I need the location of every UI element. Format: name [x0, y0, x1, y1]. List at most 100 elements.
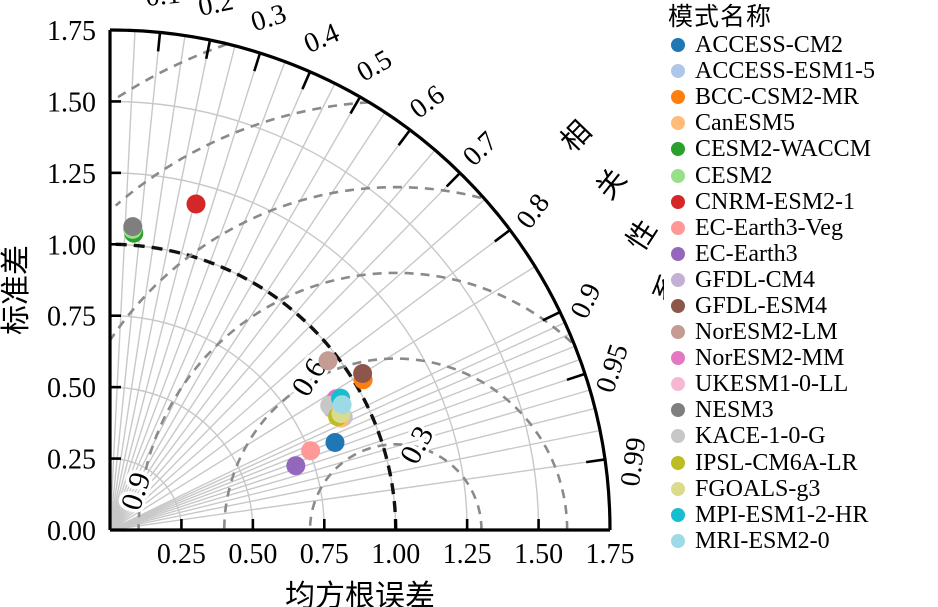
- y-tick-label: 0.00: [47, 516, 96, 547]
- legend-item[interactable]: ACCESS-ESM1-5: [664, 58, 938, 84]
- y-tick-label: 0.50: [47, 373, 96, 404]
- correlation-spoke: [109, 429, 601, 531]
- data-point[interactable]: [318, 351, 338, 371]
- legend-item-label: KACE-1-0-G: [695, 423, 826, 450]
- correlation-tick-label: 0.1: [144, 0, 182, 13]
- legend-item[interactable]: KACE-1-0-G: [664, 423, 938, 449]
- legend-swatch-icon: [671, 403, 685, 418]
- outer-arc: [109, 28, 612, 531]
- correlation-spoke: [109, 32, 161, 531]
- legend-item[interactable]: CESM2-WACCM: [664, 136, 938, 162]
- angular-axis-title-char: 相: [553, 114, 598, 158]
- correlation-tick: [397, 129, 412, 146]
- correlation-tick: [566, 372, 586, 382]
- legend-item-label: CESM2-WACCM: [695, 136, 872, 163]
- rmse-contour: [114, 101, 369, 207]
- data-point[interactable]: [332, 395, 352, 415]
- correlation-tick-label: 0.4: [299, 17, 343, 59]
- correlation-tick-label: 0.95: [590, 340, 635, 396]
- legend-item-label: CanESM5: [695, 110, 796, 137]
- legend-item[interactable]: CanESM5: [664, 110, 938, 136]
- legend-swatch-icon: [671, 142, 685, 157]
- legend-item-label: FGOALS-g3: [695, 475, 821, 502]
- correlation-spoke: [109, 45, 236, 531]
- legend-item[interactable]: MRI-ESM2-0: [664, 528, 938, 554]
- correlation-spoke: [109, 458, 606, 531]
- legend: 模式名称 ACCESS-CM2 ACCESS-ESM1-5 BCC-CSM2-MR C…: [664, 2, 938, 605]
- legend-item[interactable]: GFDL-ESM4: [664, 293, 938, 319]
- y-axis-title: 标准差: [0, 245, 34, 335]
- legend-item-label: NorESM2-MM: [695, 345, 845, 372]
- legend-item-label: NorESM2-LM: [695, 319, 838, 346]
- legend-item[interactable]: MPI-ESM1-2-HR: [664, 502, 938, 528]
- legend-swatch-icon: [671, 533, 685, 548]
- correlation-tick: [586, 458, 606, 464]
- legend-swatch-icon: [671, 116, 685, 131]
- correlation-tick: [253, 52, 262, 72]
- correlation-tick-label: 0.2: [196, 0, 236, 23]
- legend-item[interactable]: GFDL-CM4: [664, 267, 938, 293]
- data-point[interactable]: [353, 364, 373, 383]
- correlation-tick: [542, 310, 561, 322]
- legend-swatch-icon: [671, 194, 685, 209]
- data-point[interactable]: [123, 217, 143, 237]
- x-tick-label: 0.25: [157, 539, 206, 570]
- legend-item[interactable]: CESM2: [664, 162, 938, 188]
- legend-item-label: GFDL-CM4: [695, 266, 816, 293]
- correlation-tick: [349, 96, 362, 115]
- correlation-spoke: [109, 71, 311, 531]
- data-point[interactable]: [325, 433, 345, 452]
- legend-list: ACCESS-CM2 ACCESS-ESM1-5 BCC-CSM2-MR CanESM…: [664, 32, 938, 554]
- legend-item[interactable]: NorESM2-MM: [664, 345, 938, 371]
- legend-item-label: IPSL-CM6A-LR: [695, 449, 858, 476]
- correlation-spoke: [109, 61, 286, 531]
- reference-std-arc: [109, 242, 398, 531]
- axis-ticks: [110, 28, 612, 530]
- data-points: [123, 194, 373, 476]
- x-tick-label: 1.50: [514, 539, 563, 570]
- correlation-tick-label: 0.9: [565, 279, 608, 324]
- correlation-spoke: [109, 149, 436, 531]
- legend-item-label: MRI-ESM2-0: [695, 527, 830, 554]
- data-point[interactable]: [286, 456, 306, 476]
- legend-item[interactable]: UKESM1-0-LL: [664, 371, 938, 397]
- correlation-spoke: [109, 389, 591, 531]
- correlation-tick-label: 0.5: [352, 44, 398, 88]
- legend-swatch-icon: [671, 351, 685, 366]
- legend-item[interactable]: NorESM2-LM: [664, 319, 938, 345]
- x-tick-label: 1.25: [443, 539, 492, 570]
- correlation-tick: [156, 32, 162, 52]
- legend-item[interactable]: ACCESS-CM2: [664, 32, 938, 58]
- correlation-spoke: [109, 266, 536, 531]
- legend-item[interactable]: FGOALS-g3: [664, 476, 938, 502]
- x-tick-label: 1.75: [586, 539, 635, 570]
- legend-item[interactable]: CNRM-ESM2-1: [664, 189, 938, 215]
- rmse-contour: [109, 185, 482, 342]
- correlation-spoke: [109, 96, 361, 531]
- legend-item-label: CESM2: [695, 162, 773, 189]
- data-point[interactable]: [186, 194, 206, 214]
- correlation-tick-label: 0.3: [247, 0, 290, 38]
- polar-grid: [109, 30, 606, 531]
- legend-swatch-icon: [671, 220, 685, 235]
- std-arc: [109, 100, 540, 531]
- correlation-spoke: [109, 129, 411, 531]
- legend-item-label: ACCESS-CM2: [695, 32, 844, 59]
- y-tick-label: 0.75: [47, 302, 96, 333]
- x-tick-label: 0.50: [228, 539, 277, 570]
- legend-item[interactable]: NESM3: [664, 397, 938, 423]
- angular-axis-title-char: 性: [620, 214, 664, 257]
- rmse-contour: [137, 271, 573, 530]
- legend-item[interactable]: EC-Earth3-Veg: [664, 215, 938, 241]
- legend-item[interactable]: BCC-CSM2-MR: [664, 84, 938, 110]
- legend-swatch-icon: [671, 325, 685, 340]
- data-point[interactable]: [301, 441, 321, 461]
- legend-swatch-icon: [671, 507, 685, 522]
- correlation-tick-label: 0.6: [404, 79, 451, 125]
- legend-item[interactable]: IPSL-CM6A-LR: [664, 450, 938, 476]
- legend-item-label: BCC-CSM2-MR: [695, 84, 860, 111]
- correlation-spoke: [109, 52, 261, 531]
- correlation-spoke: [109, 407, 596, 531]
- legend-item[interactable]: EC-Earth3: [664, 241, 938, 267]
- rmse-contours: 0.30.30.60.60.90.91.21.21.51.51.81.8: [109, 43, 573, 532]
